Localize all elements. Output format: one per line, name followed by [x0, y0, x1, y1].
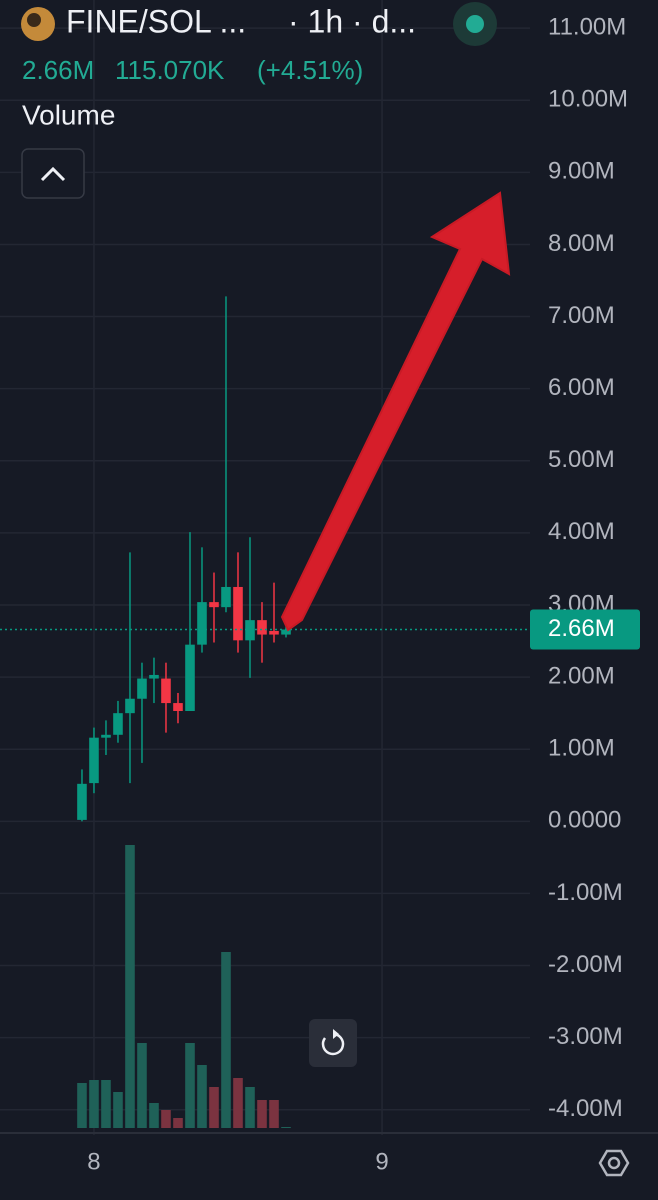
volume-bar	[137, 1043, 147, 1128]
y-tick-label: 6.00M	[548, 374, 615, 401]
collapse-button[interactable]	[21, 148, 85, 199]
volume-bar	[101, 1080, 111, 1128]
settings-icon[interactable]	[598, 1149, 630, 1177]
price: 2.66M	[22, 55, 94, 85]
candle-body	[161, 678, 171, 704]
candle-body	[281, 629, 291, 635]
indicator-name: Volume	[22, 99, 115, 130]
y-tick-label: 8.00M	[548, 230, 615, 257]
y-tick-label: 4.00M	[548, 518, 615, 545]
y-tick-label: 2.00M	[548, 662, 615, 689]
volume-bar	[113, 1092, 123, 1128]
candle-body	[269, 630, 279, 635]
y-tick-label: 0.0000	[548, 807, 621, 834]
y-tick-label: 1.00M	[548, 735, 615, 762]
x-tick-label: 9	[375, 1148, 388, 1175]
plot	[0, 296, 530, 1128]
volume-bar	[209, 1087, 219, 1128]
y-tick-label: -2.00M	[548, 951, 623, 978]
candle-body	[113, 713, 123, 735]
reset-icon	[321, 1032, 345, 1056]
candle-body	[137, 678, 147, 699]
candle-body	[125, 698, 135, 714]
volume-bar	[281, 1127, 291, 1128]
y-tick-label: 10.00M	[548, 86, 628, 113]
symbol: FINE/SOL ...	[66, 3, 246, 39]
candle-body	[197, 602, 207, 645]
chevron-up	[40, 166, 66, 182]
annotation-arrow	[280, 191, 511, 632]
volume-bar	[173, 1118, 183, 1128]
candle-body	[89, 737, 99, 784]
settings-icon-center	[607, 1156, 621, 1170]
candle-body	[149, 674, 159, 679]
volume-bar	[233, 1078, 243, 1128]
y-tick-label: -1.00M	[548, 879, 623, 906]
reset-icon-head	[333, 1029, 339, 1039]
candle-body	[257, 620, 267, 635]
candle-body	[185, 644, 195, 711]
change-percent: (+4.51%)	[257, 55, 363, 85]
y-tick-label: -4.00M	[548, 1095, 623, 1122]
volume-bar	[77, 1083, 87, 1128]
y-tick-label: 9.00M	[548, 158, 615, 185]
last-price-label: 2.66M	[548, 615, 615, 642]
y-tick-label: 7.00M	[548, 302, 615, 329]
grid	[0, 0, 530, 1135]
volume-bar	[185, 1043, 195, 1128]
reset-button[interactable]	[309, 1019, 357, 1067]
volume-bar	[197, 1065, 207, 1128]
volume-bar	[89, 1080, 99, 1128]
volume-bar	[125, 845, 135, 1128]
y-tick-label: -3.00M	[548, 1023, 623, 1050]
candle-body	[233, 586, 243, 641]
status-dot	[466, 15, 484, 33]
candle-body	[221, 586, 231, 608]
candle-body	[173, 703, 183, 711]
volume-bar	[269, 1100, 279, 1128]
y-tick-label: 11.00M	[548, 13, 626, 40]
candle-body	[77, 783, 87, 820]
interval: · 1h · d...	[288, 3, 416, 39]
candle-body	[209, 602, 219, 608]
candle-body	[101, 734, 111, 738]
last-price-badge	[530, 609, 640, 650]
header: FINE/SOL ... · 1h · d... 2.66M 115.070K …	[21, 2, 497, 199]
volume-bar	[221, 952, 231, 1128]
volume-bar	[257, 1100, 267, 1128]
change: 115.070K	[115, 55, 225, 85]
candle-body	[245, 620, 255, 641]
volume-bar	[161, 1110, 171, 1128]
token-avatar-detail	[27, 13, 41, 27]
volume-bar	[245, 1087, 255, 1128]
volume-bar	[149, 1103, 159, 1128]
x-tick-label: 8	[87, 1148, 100, 1175]
y-tick-label: 5.00M	[548, 446, 615, 473]
